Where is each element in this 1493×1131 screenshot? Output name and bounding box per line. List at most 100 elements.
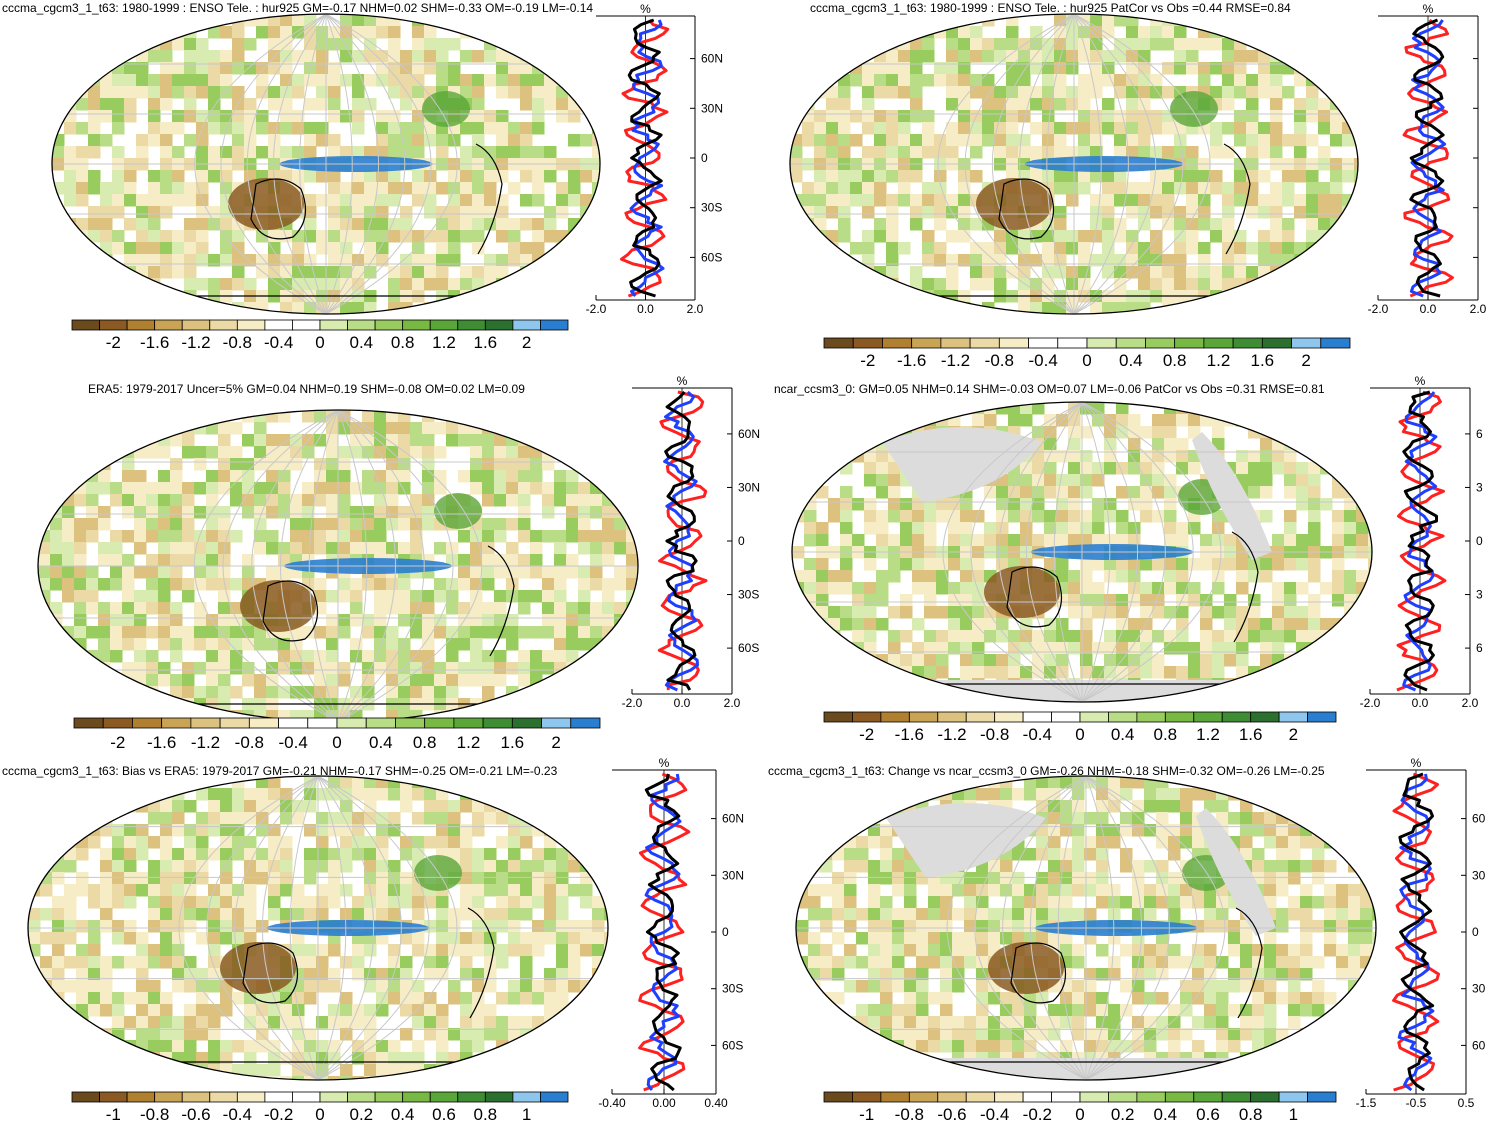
colorbar-label: -0.6	[937, 1105, 966, 1124]
colorbar-swatch	[1080, 1092, 1108, 1102]
colorbar-swatch	[182, 320, 210, 330]
colorbar-swatch	[1058, 338, 1087, 348]
colorbar-label: -0.4	[1023, 725, 1052, 744]
colorbar-label: 0.8	[1163, 351, 1187, 370]
colorbar-swatch	[513, 1092, 541, 1102]
colorbar-swatch	[852, 1092, 880, 1102]
colorbar-swatch	[1308, 712, 1336, 722]
colorbar-swatch	[162, 718, 191, 728]
colorbar-swatch	[542, 718, 571, 728]
colorbar-label: -1	[859, 1105, 874, 1124]
colorbar-swatch	[540, 1092, 568, 1102]
colorbar-label: -1.2	[181, 333, 210, 352]
colorbar-label: 0.6	[1196, 1105, 1220, 1124]
colorbar-label: 1.6	[501, 733, 525, 752]
colorbar-swatch	[430, 1092, 458, 1102]
profile-ytick: 30S	[722, 982, 743, 996]
profile-ytick: 60	[1472, 812, 1486, 826]
colorbar-label: -0.8	[223, 333, 252, 352]
panel-ncar: ncar_ccsm3_0: GM=0.05 NHM=0.14 SHM=-0.03…	[748, 378, 1493, 753]
colorbar-swatch	[292, 1092, 320, 1102]
colorbar-label: -1.2	[937, 725, 966, 744]
colorbar-swatch	[458, 320, 486, 330]
profile-xtick: -2.0	[1368, 302, 1389, 316]
colorbar-swatch	[375, 1092, 403, 1102]
colorbar-swatch	[132, 718, 161, 728]
colorbar-label: 1.2	[1196, 725, 1220, 744]
colorbar-label: -1.6	[895, 725, 924, 744]
colorbar-label: 1.6	[1251, 351, 1275, 370]
colorbar-label: 0.4	[1111, 725, 1135, 744]
colorbar-swatch	[403, 1092, 431, 1102]
colorbar-swatch	[182, 1092, 210, 1102]
profile-xtick: 0.5	[1458, 1096, 1475, 1110]
colorbar-label: 2	[1301, 351, 1310, 370]
profile-xtick: 2.0	[1470, 302, 1487, 316]
colorbar-label: 0.8	[391, 333, 415, 352]
colorbar-swatch	[1087, 338, 1116, 348]
colorbar-swatch	[1029, 338, 1058, 348]
colorbar-swatch	[513, 320, 541, 330]
colorbar-swatch	[308, 718, 337, 728]
profile-xtick: 0.40	[704, 1096, 728, 1110]
colorbar-swatch	[1279, 712, 1307, 722]
colorbar-label: -0.2	[1023, 1105, 1052, 1124]
profile-xtick: -1.5	[1356, 1096, 1377, 1110]
colorbar-swatch	[237, 320, 265, 330]
colorbar-swatch	[237, 1092, 265, 1102]
profile-ytick: 60	[1472, 1038, 1486, 1052]
profile-xtick: -0.40	[598, 1096, 626, 1110]
colorbar-swatch	[1052, 1092, 1080, 1102]
profile-xtick: -2.0	[1360, 696, 1381, 710]
colorbar-label: 1	[1289, 1105, 1298, 1124]
profile-xtick: 0.0	[1412, 696, 1429, 710]
colorbar-swatch	[375, 320, 403, 330]
colorbar-swatch	[74, 718, 103, 728]
colorbar-label: 0	[1075, 725, 1084, 744]
colorbar-swatch	[1194, 712, 1222, 722]
map-field	[38, 410, 639, 723]
colorbar-swatch	[458, 1092, 486, 1102]
panel-bias: cccma_cgcm3_1_t63: Bias vs ERA5: 1979-20…	[0, 756, 745, 1126]
colorbar-swatch	[348, 1092, 376, 1102]
colorbar-label: -1	[106, 1105, 121, 1124]
colorbar-swatch	[1023, 1092, 1051, 1102]
colorbar-label: 0.4	[369, 733, 393, 752]
profile-xtick: 2.0	[1462, 696, 1479, 710]
colorbar-label: 0.6	[432, 1105, 456, 1124]
colorbar-swatch	[403, 320, 431, 330]
colorbar-swatch	[1052, 712, 1080, 722]
profile-ytick: 60N	[722, 812, 744, 826]
colorbar-label: 1.6	[474, 333, 498, 352]
colorbar-label: 0.8	[413, 733, 437, 752]
profile-xtick: -2.0	[622, 696, 643, 710]
colorbar-swatch	[485, 320, 513, 330]
colorbar-swatch	[1108, 1092, 1136, 1102]
colorbar-swatch	[995, 1092, 1023, 1102]
colorbar-label: -2	[860, 351, 875, 370]
colorbar-swatch	[881, 712, 909, 722]
colorbar-label: 1.2	[432, 333, 456, 352]
colorbar-swatch	[1194, 1092, 1222, 1102]
profile-ytick: 60N	[701, 52, 723, 66]
colorbar-swatch	[1175, 338, 1204, 348]
colorbar-swatch	[970, 338, 999, 348]
profile-ytick: 6	[1476, 427, 1483, 441]
profile-unit: %	[677, 374, 688, 388]
colorbar-swatch	[103, 718, 132, 728]
profile-xtick: 2.0	[687, 302, 704, 316]
colorbar-swatch	[852, 712, 880, 722]
colorbar-label: 0	[332, 733, 341, 752]
colorbar-swatch	[824, 338, 853, 348]
colorbar-swatch	[155, 1092, 183, 1102]
colorbar-swatch	[881, 1092, 909, 1102]
profile-xtick: 2.0	[724, 696, 741, 710]
profile-unit: %	[1423, 2, 1434, 16]
profile-ytick: 30	[1472, 982, 1486, 996]
colorbar-label: 2	[1289, 725, 1298, 744]
map-field	[792, 402, 1381, 703]
